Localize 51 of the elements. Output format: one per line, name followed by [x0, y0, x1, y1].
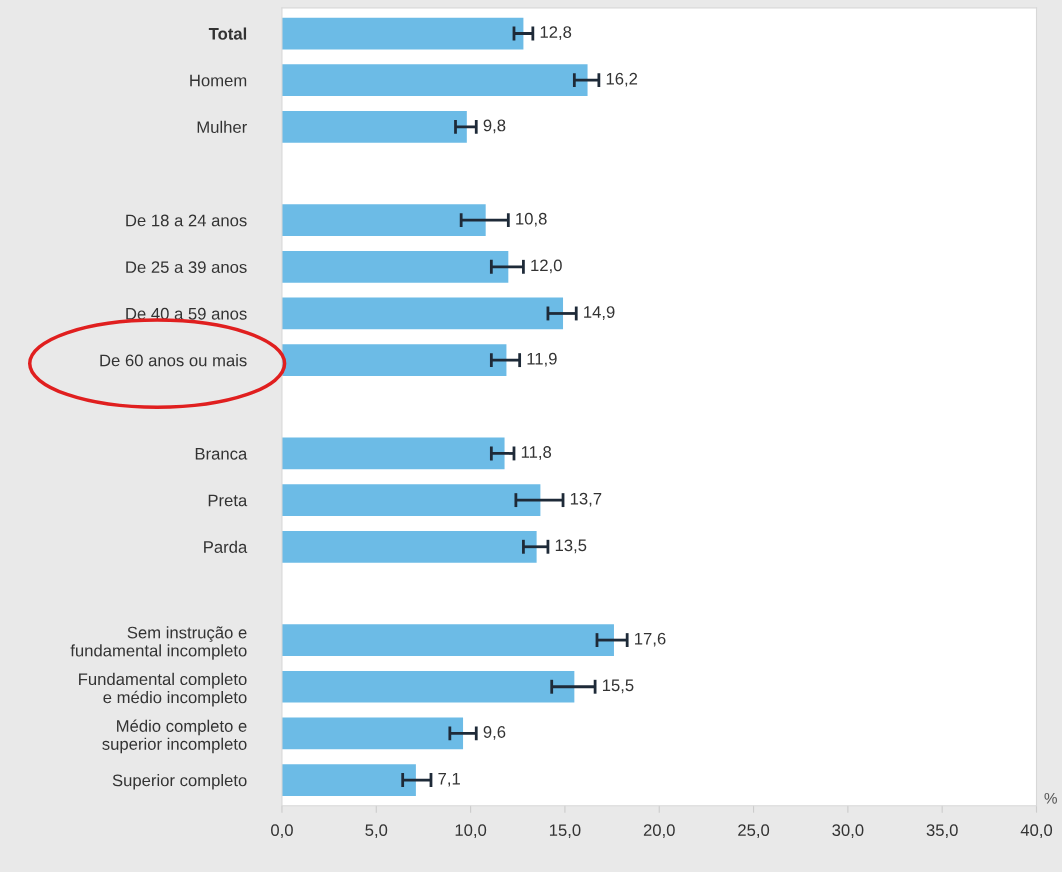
data-label: 9,8: [483, 119, 506, 134]
bar: [281, 670, 575, 703]
y-tick-label: Homem: [190, 74, 247, 87]
x-tick-label: 35,0: [926, 824, 958, 838]
y-tick-label: Preta: [208, 494, 248, 507]
bar: [281, 64, 588, 97]
y-tick-label: De 60 anos ou mais: [100, 354, 247, 367]
bar: [281, 110, 467, 143]
y-tick-label: Parda: [204, 540, 248, 553]
bar: [281, 437, 505, 470]
x-tick-label: 0,0: [271, 824, 293, 838]
y-tick-label: Mulher: [197, 120, 247, 134]
data-label: 7,1: [438, 772, 460, 787]
bar: [281, 17, 524, 50]
data-label: 15,5: [602, 679, 634, 694]
y-tick-label: De 25 a 39 anos: [126, 261, 247, 274]
x-tick-label: 5,0: [365, 824, 388, 838]
bar: [281, 250, 509, 283]
y-tick-label: Superior completo: [112, 774, 247, 790]
data-label: 13,5: [555, 539, 587, 554]
x-tick-label: 30,0: [832, 824, 864, 838]
bar: [281, 344, 507, 376]
data-label: 10,8: [516, 212, 547, 227]
data-label: 9,6: [483, 726, 506, 740]
x-tick-label: 10,0: [455, 824, 487, 838]
bar: [281, 484, 541, 516]
x-tick-label: 25,0: [738, 824, 770, 838]
y-tick-label: Branca: [195, 448, 248, 460]
x-tick-label: 20,0: [643, 824, 675, 838]
bar: [281, 297, 564, 330]
data-label: 13,7: [570, 492, 602, 507]
y-tick-label: Médio completo e superior incompleto: [102, 719, 247, 754]
bar: [281, 530, 537, 563]
data-label: 12,8: [540, 26, 572, 40]
x-tick-label: 40,0: [1020, 824, 1053, 838]
y-tick-label: Sem instrução e fundamental incompleto: [70, 626, 247, 660]
bar: [281, 764, 416, 796]
bar: [281, 717, 464, 750]
y-tick-label: Total: [208, 27, 247, 40]
data-label: 17,6: [635, 632, 666, 647]
data-label: 12,0: [531, 259, 562, 274]
data-label: 11,9: [527, 352, 557, 367]
y-tick-label: De 18 a 24 anos: [126, 214, 247, 227]
y-tick-label: Fundamental completo e médio incompleto: [79, 672, 247, 707]
text: %: [1044, 792, 1057, 804]
x-tick-label: 15,0: [549, 824, 581, 838]
data-label: 11,8: [521, 446, 552, 460]
bar: [281, 624, 614, 656]
data-label: 16,2: [606, 72, 638, 87]
bar: [281, 204, 486, 237]
data-label: 14,9: [584, 306, 615, 320]
